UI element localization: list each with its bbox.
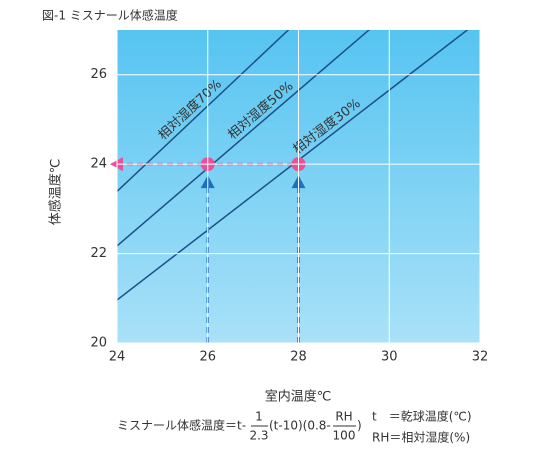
formula-text: 2.3 <box>249 429 268 443</box>
formula-note: t ＝乾球温度(℃) <box>372 409 472 424</box>
formula-note: RH＝相対湿度(%) <box>372 430 470 445</box>
x-axis-label: 室内温度℃ <box>265 389 332 405</box>
formula-text: RH <box>335 410 352 424</box>
x-tick-label: 28 <box>290 350 307 365</box>
formula-text: ) <box>357 419 362 433</box>
formula-text: ミスナール体感温度＝t- <box>117 418 246 433</box>
y-tick-label: 20 <box>90 336 107 351</box>
x-tick-label: 24 <box>109 350 126 365</box>
x-tick-label: 32 <box>472 350 489 365</box>
y-axis-label: 体感温度℃ <box>48 159 64 226</box>
y-tick-label: 24 <box>90 157 107 172</box>
formula-text: 1 <box>255 410 263 424</box>
formula-text: (t-10)(0.8- <box>269 419 331 433</box>
series-line <box>117 30 290 192</box>
chart-title: 図-1 ミスナール体感温度 <box>42 8 178 23</box>
y-tick-label: 22 <box>90 246 107 261</box>
formula-text: 100 <box>333 429 356 443</box>
y-tick-label: 26 <box>90 67 107 82</box>
x-tick-label: 30 <box>381 350 398 365</box>
x-tick-label: 26 <box>199 350 216 365</box>
